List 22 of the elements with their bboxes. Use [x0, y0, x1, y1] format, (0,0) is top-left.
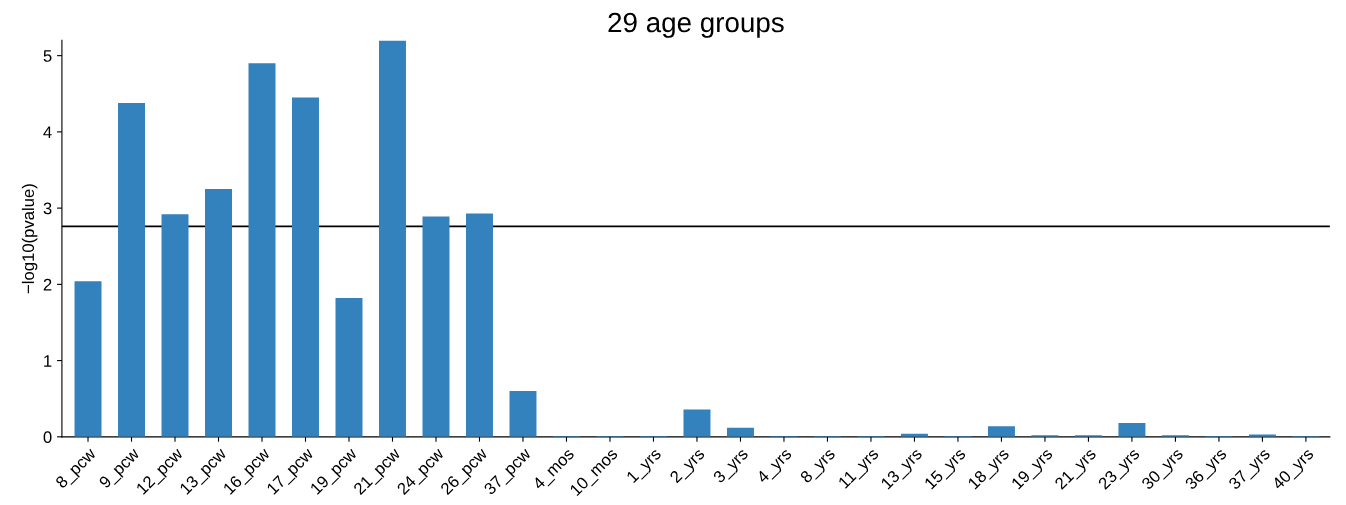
y-tick-label: 3 — [43, 202, 52, 215]
y-tick-label: 0 — [43, 431, 52, 444]
y-tick-label: 2 — [43, 278, 52, 291]
bar — [466, 213, 493, 437]
bar — [74, 281, 102, 437]
bar — [1118, 423, 1146, 437]
bar — [683, 409, 711, 437]
bar — [509, 391, 537, 437]
chart-title: 29 age groups — [608, 12, 784, 38]
bar — [379, 40, 406, 437]
bar — [118, 102, 145, 437]
bar — [422, 216, 450, 437]
bar — [205, 189, 232, 437]
bar — [292, 97, 319, 437]
bar — [335, 298, 363, 437]
y-tick-label: 5 — [43, 50, 52, 62]
y-axis-title: −log10(pvalue) — [21, 184, 38, 294]
y-tick-label: 1 — [44, 355, 52, 367]
y-tick-label: 4 — [43, 126, 52, 138]
bar — [248, 63, 276, 437]
bar — [987, 426, 1015, 437]
bar — [161, 214, 189, 437]
